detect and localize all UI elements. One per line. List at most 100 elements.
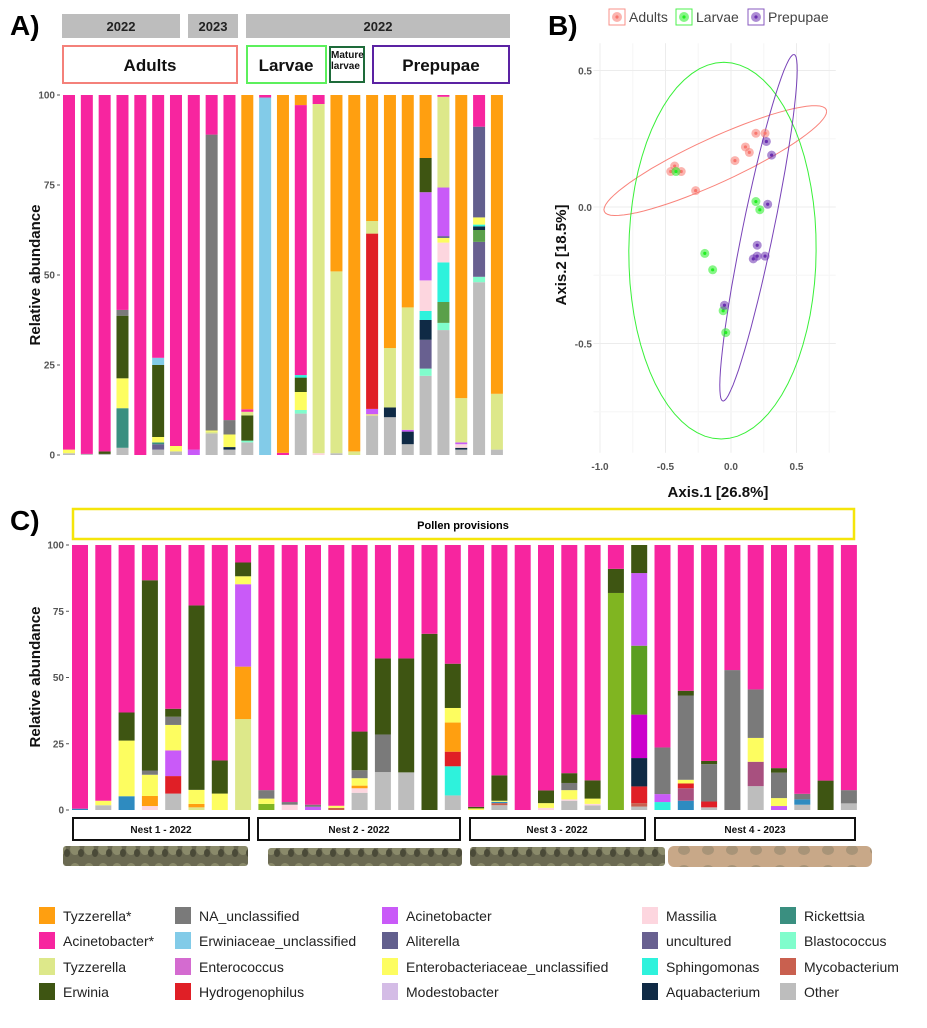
stacked-bar bbox=[473, 95, 486, 455]
bar-segment-blastococcus bbox=[294, 410, 307, 414]
bar-segment-erwinia bbox=[771, 768, 787, 773]
y-tick-label: 0 bbox=[49, 451, 55, 462]
bar-segment-erwinia bbox=[631, 545, 648, 574]
bar-segment-unlabeled bbox=[72, 808, 88, 810]
bar-segment-other bbox=[351, 792, 368, 810]
bar-segment-aquabacterium bbox=[401, 431, 414, 445]
point-prepupae bbox=[719, 300, 729, 310]
legend-item-aliterella: Aliterella bbox=[382, 932, 460, 949]
legend-label: Modestobacter bbox=[406, 984, 499, 1000]
legend-swatch bbox=[175, 907, 191, 924]
bar-segment-erwinia bbox=[398, 658, 415, 773]
bar-segment-sphingomonas bbox=[437, 262, 450, 302]
bar-segment-erwinia bbox=[607, 568, 624, 593]
bar-segment-acinetobacter bbox=[561, 545, 578, 774]
bar-segment-enterobacteriaceae-unclassified bbox=[223, 434, 236, 448]
legend-item-aquabacterium: Aquabacterium bbox=[642, 983, 760, 1000]
group-box-mature-larvae: Mature larvae bbox=[329, 46, 365, 83]
legend-swatch bbox=[642, 983, 658, 1000]
bar-segment-other bbox=[419, 375, 432, 455]
bar-segment-erwinia bbox=[152, 365, 165, 437]
bar-segment-acinetobacter bbox=[276, 452, 289, 455]
bar-segment-acinetobacter bbox=[747, 545, 764, 690]
y-axis-title-c: Relative abundance bbox=[27, 607, 44, 748]
point-core bbox=[679, 169, 683, 174]
bar-segment-acinetobacter bbox=[401, 429, 414, 432]
y-axis-title-a: Relative abundance bbox=[27, 205, 44, 346]
bar-segment-unlabeled bbox=[491, 801, 508, 804]
bar-segment-tyzzerella bbox=[351, 785, 368, 789]
bar-segment-acinetobacter bbox=[223, 95, 236, 421]
point-core bbox=[770, 153, 774, 157]
y-tick-label: 100 bbox=[38, 91, 55, 102]
year-strip-2023 bbox=[188, 14, 238, 38]
nest-3-photo bbox=[470, 847, 665, 866]
point-adults bbox=[760, 128, 770, 138]
legend-label: NA_unclassified bbox=[199, 908, 299, 924]
bar-segment-other bbox=[473, 282, 486, 455]
legend-label: Adults bbox=[629, 9, 668, 25]
bar-segment-na-unclassified bbox=[165, 716, 182, 725]
bar-segment-other bbox=[401, 444, 414, 455]
bar-segment-acinetobacter bbox=[294, 105, 307, 376]
stacked-bar bbox=[165, 545, 182, 810]
stacked-bar bbox=[383, 95, 396, 455]
bar-segment-acinetobacter bbox=[98, 95, 111, 452]
bar-segment-enterobacteriaceae-unclassified bbox=[351, 778, 368, 786]
legend-label: Tyzzerella* bbox=[63, 908, 132, 924]
legend-item-rickettsia: Rickettsia bbox=[780, 907, 865, 924]
bar-segment-acinetobacter bbox=[235, 545, 252, 563]
group-box-larvae bbox=[246, 45, 327, 84]
legend-swatch bbox=[780, 983, 796, 1000]
bar-segment-aquabacterium bbox=[455, 447, 468, 450]
bar-segment-other bbox=[98, 453, 111, 455]
bar-segment-na-unclassified bbox=[677, 695, 694, 780]
bar-segment-other bbox=[701, 807, 718, 810]
y-tick-label: 25 bbox=[44, 361, 56, 372]
bar-segment-tyzzerella bbox=[437, 96, 450, 188]
stacked-bar bbox=[421, 545, 438, 810]
bar-segment-acinetobacter bbox=[654, 794, 671, 803]
bar-segment-other bbox=[241, 442, 254, 455]
bar-segment-tyzzerella bbox=[348, 95, 361, 452]
bar-segment-blastococcus bbox=[473, 276, 486, 283]
y-tick-label: 75 bbox=[53, 607, 65, 618]
bar-segment-na-unclassified bbox=[374, 734, 391, 773]
point-larvae bbox=[700, 248, 710, 258]
bar-segment-acinetobacter bbox=[259, 95, 272, 98]
stacked-bar bbox=[491, 545, 508, 810]
x-tick-label: -0.5 bbox=[657, 462, 675, 473]
stacked-bar bbox=[63, 95, 75, 455]
bar-segment-acinetobacter bbox=[584, 545, 601, 781]
bar-segment-tyzzerella bbox=[188, 807, 205, 810]
bar-segment-tyzzerella bbox=[444, 722, 461, 752]
legend-swatch bbox=[642, 907, 658, 924]
bar-segment-erwinia bbox=[98, 451, 111, 454]
group-label-adults: Adults bbox=[124, 56, 177, 75]
bar-segment-aliterella bbox=[473, 126, 486, 218]
bar-segment-other bbox=[165, 793, 182, 810]
bar-segment-enterobacteriaceae-unclassified bbox=[366, 414, 379, 416]
legend-item-erwiniaceae-unclassified: Erwiniaceae_unclassified bbox=[175, 932, 356, 949]
bar-segment-acinetobacter bbox=[305, 806, 321, 810]
nest-2-box bbox=[257, 817, 461, 841]
bar-segment-enterobacteriaceae-unclassified bbox=[63, 449, 75, 454]
bar-segment-acinetobacter bbox=[514, 545, 531, 810]
bar-segment-acinetobacter bbox=[444, 545, 461, 664]
bar-segment-sphingomonas bbox=[654, 802, 671, 810]
point-core bbox=[755, 254, 759, 258]
bar-segment-erwinia bbox=[468, 806, 485, 809]
bar-segment-erwinia bbox=[538, 790, 554, 804]
bar-segment-tyzzerella bbox=[419, 95, 432, 158]
bar-segment-acinetobacter bbox=[817, 545, 834, 781]
bar-segment-enterobacteriaceae-unclassified bbox=[561, 790, 578, 800]
legend-item-na-unclassified: NA_unclassified bbox=[175, 907, 299, 924]
legend-label: Erwiniaceae_unclassified bbox=[199, 933, 356, 949]
bar-segment-tyzzerella bbox=[348, 451, 361, 455]
bar-segment-na-unclassified bbox=[116, 309, 129, 316]
point-prepupae bbox=[752, 251, 762, 261]
bar-segment-massilia bbox=[561, 799, 578, 801]
legend-swatch bbox=[382, 958, 398, 975]
bar-segment-other bbox=[169, 451, 182, 455]
bar-segment-enterobacteriaceae-unclassified bbox=[294, 392, 307, 410]
